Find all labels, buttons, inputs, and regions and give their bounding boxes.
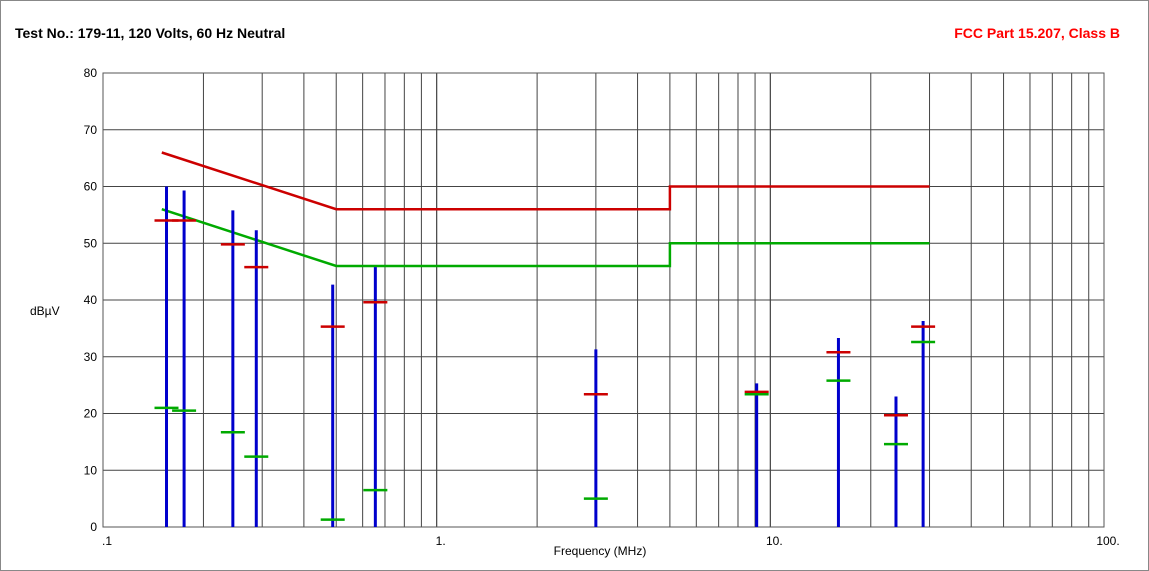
x-tick-label: 10. [766, 534, 783, 548]
x-tick-label: .1 [102, 534, 112, 548]
y-tick-labels: 0 10 20 30 40 50 60 70 80 [84, 66, 98, 534]
limit-line [161, 208, 930, 268]
chart-subtitle: FCC Part 15.207, Class B [954, 25, 1120, 41]
y-tick-label: 20 [84, 407, 98, 421]
y-tick-label: 0 [90, 520, 97, 534]
y-tick-label: 80 [84, 66, 98, 80]
chart-title: Test No.: 179-11, 120 Volts, 60 Hz Neutr… [15, 25, 285, 41]
x-tick-label: 100. [1096, 534, 1119, 548]
limit-line [161, 151, 930, 211]
y-tick-label: 30 [84, 350, 98, 364]
measurement-marks [154, 186, 936, 527]
y-tick-label: 40 [84, 293, 98, 307]
y-tick-label: 60 [84, 180, 98, 194]
y-tick-label: 50 [84, 236, 98, 250]
y-tick-label: 70 [84, 123, 98, 137]
grid [102, 72, 1105, 528]
y-tick-label: 10 [84, 463, 98, 477]
plot-area [102, 72, 1105, 528]
x-tick-label: 1. [436, 534, 446, 548]
y-axis-label: dBµV [30, 304, 60, 318]
x-axis-label: Frequency (MHz) [554, 544, 647, 558]
limit-lines [161, 151, 930, 268]
x-tick-labels: .1 1. 10. 100. [102, 534, 1120, 548]
